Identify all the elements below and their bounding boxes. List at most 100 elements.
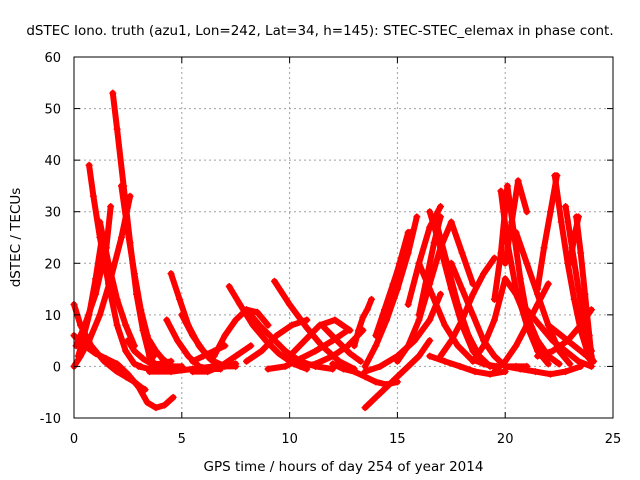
data-point	[372, 342, 380, 350]
data-point	[217, 362, 225, 370]
series-46	[501, 177, 531, 267]
x-tick-label: 25	[605, 432, 622, 447]
data-point	[376, 362, 384, 370]
data-point	[74, 352, 82, 360]
data-point	[534, 285, 542, 293]
data-point	[333, 337, 341, 345]
data-point	[426, 208, 434, 216]
data-point	[189, 357, 197, 365]
data-point	[113, 125, 121, 133]
data-point	[577, 249, 585, 257]
series-18	[210, 306, 272, 360]
x-tick-label: 5	[178, 432, 186, 447]
data-point	[281, 362, 289, 370]
data-point	[546, 370, 554, 378]
data-point	[232, 352, 240, 360]
data-point	[161, 401, 169, 409]
series-line	[405, 203, 444, 308]
data-point	[335, 357, 343, 365]
y-tick-label: 0	[53, 360, 61, 375]
data-point	[296, 362, 304, 370]
data-point	[516, 365, 524, 373]
data-point	[329, 352, 337, 360]
data-point	[447, 218, 455, 226]
series-line	[502, 177, 530, 267]
data-point	[534, 352, 542, 360]
data-point	[92, 275, 100, 283]
y-tick-label: 30	[44, 206, 61, 221]
data-point	[534, 301, 542, 309]
data-point	[570, 295, 578, 303]
data-point	[447, 337, 455, 345]
data-point	[236, 301, 244, 309]
data-point	[441, 321, 449, 329]
data-point	[311, 360, 319, 368]
data-point	[480, 342, 488, 350]
data-point	[557, 218, 565, 226]
series-32	[378, 228, 412, 324]
series-28	[350, 295, 376, 350]
data-point	[577, 321, 585, 329]
data-point	[555, 360, 563, 368]
data-point	[523, 208, 531, 216]
data-point	[544, 280, 552, 288]
data-point	[486, 370, 494, 378]
data-point	[372, 378, 380, 386]
ticks: 0 5 10 15 20 25 -10 0 10 20 30 40 50 60	[40, 51, 622, 447]
series-11	[145, 337, 173, 368]
series-line	[318, 322, 364, 365]
data-point	[92, 350, 100, 358]
data-point	[454, 301, 462, 309]
data-point	[85, 311, 93, 319]
data-point	[465, 331, 473, 339]
data-point	[413, 213, 421, 221]
data-point	[428, 290, 436, 298]
data-point	[501, 259, 509, 267]
data-point	[361, 404, 369, 412]
series-17	[189, 342, 255, 376]
data-point	[130, 270, 138, 278]
x-tick-label: 0	[70, 432, 78, 447]
series-29	[361, 337, 434, 412]
data-point	[368, 295, 376, 303]
data-point	[124, 337, 132, 345]
data-point	[357, 357, 365, 365]
data-point	[286, 301, 294, 309]
series-49	[501, 362, 585, 378]
data-point	[275, 350, 283, 358]
data-point	[432, 218, 440, 226]
data-point	[135, 383, 143, 391]
series-line	[146, 337, 172, 367]
data-point	[204, 368, 212, 376]
data-point	[113, 368, 121, 376]
data-point	[143, 399, 151, 407]
data-point	[124, 370, 132, 378]
data-point	[102, 355, 110, 363]
data-point	[104, 259, 112, 267]
data-point	[587, 306, 595, 314]
data-point	[173, 337, 181, 345]
data-point	[288, 321, 296, 329]
data-point	[437, 213, 445, 221]
data-point	[523, 259, 531, 267]
data-point	[404, 228, 412, 236]
series-22	[242, 316, 311, 365]
data-point	[456, 362, 464, 370]
data-point	[122, 321, 130, 329]
data-point	[355, 326, 363, 334]
data-point	[437, 352, 445, 360]
y-tick-label: 10	[44, 309, 61, 324]
data-point	[501, 362, 509, 370]
data-point	[501, 275, 509, 283]
data-point	[113, 321, 121, 329]
data-point	[96, 218, 104, 226]
data-point	[490, 316, 498, 324]
data-point	[210, 352, 218, 360]
y-axis-label: dSTEC / TECUs	[8, 188, 24, 288]
data-point	[512, 285, 520, 293]
series-57	[523, 306, 595, 370]
data-point	[109, 89, 117, 97]
data-point	[258, 347, 266, 355]
series-line	[491, 280, 552, 375]
y-tick-label: 20	[44, 257, 61, 272]
